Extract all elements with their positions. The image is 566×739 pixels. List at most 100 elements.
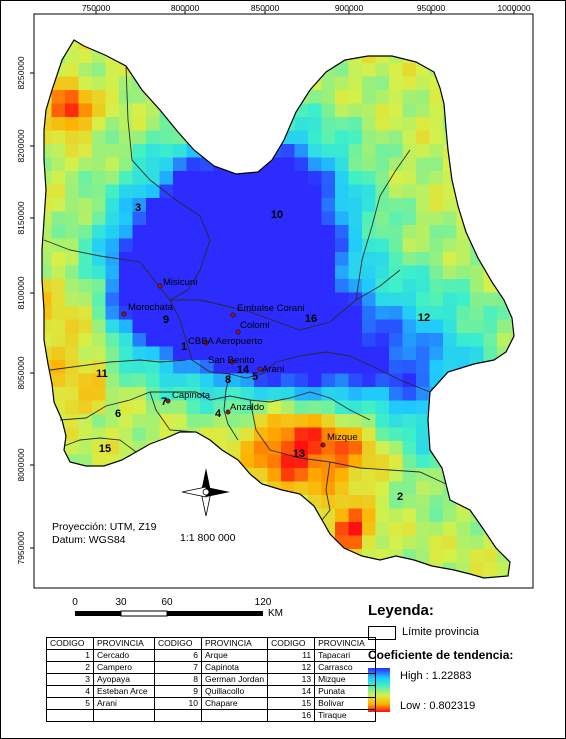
heat-cell bbox=[146, 373, 160, 388]
heat-cell bbox=[213, 373, 228, 388]
heat-cell bbox=[78, 49, 93, 64]
heat-cell bbox=[51, 306, 66, 320]
heat-cell bbox=[173, 414, 187, 428]
scale-segment bbox=[75, 611, 121, 616]
heat-cell bbox=[375, 157, 390, 172]
heat-cell bbox=[65, 400, 79, 415]
x-tick-label: 900000 bbox=[335, 3, 364, 13]
heat-cell bbox=[308, 144, 322, 158]
heat-cell bbox=[213, 238, 228, 253]
heat-cell bbox=[254, 387, 268, 401]
province-boundary bbox=[170, 269, 401, 331]
heat-cell bbox=[240, 171, 255, 185]
heat-cell bbox=[308, 481, 322, 496]
heat-cell bbox=[335, 373, 349, 388]
y-tick-label: 8000000 bbox=[16, 448, 26, 481]
heat-cell bbox=[335, 171, 349, 185]
x-tick-label: 1000000 bbox=[497, 3, 530, 13]
x-tick-label: 850000 bbox=[251, 3, 280, 13]
heat-cell bbox=[119, 238, 133, 253]
heat-cell bbox=[65, 171, 79, 185]
table-cell: 3 bbox=[46, 673, 94, 686]
heat-cell bbox=[159, 373, 174, 388]
heat-cell bbox=[484, 590, 498, 604]
heat-cell bbox=[78, 211, 93, 226]
heat-cell bbox=[92, 265, 106, 280]
heat-cell bbox=[294, 184, 309, 199]
heat-cell bbox=[92, 184, 106, 199]
heat-cell bbox=[375, 144, 390, 158]
heat-cell bbox=[173, 252, 187, 266]
heat-cell bbox=[105, 238, 120, 253]
heat-cell bbox=[389, 319, 403, 334]
heat-cell bbox=[65, 211, 79, 226]
heat-cell bbox=[78, 157, 93, 172]
heat-cell bbox=[227, 211, 241, 226]
heat-cell bbox=[240, 333, 255, 347]
heat-cell bbox=[42, 171, 52, 185]
heat-cell bbox=[267, 400, 282, 415]
heat-cell bbox=[119, 90, 133, 104]
table-header: PROVINCIA bbox=[314, 637, 377, 650]
region-label-12: 12 bbox=[418, 312, 430, 324]
heat-cell bbox=[173, 265, 187, 280]
heat-cell bbox=[51, 292, 66, 307]
heat-cell bbox=[443, 211, 457, 226]
heat-cell bbox=[51, 90, 66, 104]
heat-cell bbox=[227, 441, 241, 455]
heat-cell bbox=[105, 103, 120, 118]
heat-cell bbox=[281, 306, 295, 320]
heat-cell bbox=[200, 306, 214, 320]
heat-cell bbox=[146, 387, 160, 401]
heat-cell bbox=[348, 468, 363, 482]
heat-cell bbox=[362, 454, 376, 469]
table-cell: Bolivar bbox=[314, 697, 377, 710]
heat-cell bbox=[254, 400, 268, 415]
heat-cell bbox=[321, 319, 336, 334]
table-cell: Quillacollo bbox=[200, 685, 269, 698]
heat-cell bbox=[254, 265, 268, 280]
heat-cell bbox=[308, 103, 322, 118]
heat-cell bbox=[173, 319, 187, 334]
table-row: 3 Ayopaya 8 German Jordan 13 Mizque bbox=[46, 673, 377, 686]
heat-cell bbox=[92, 333, 106, 347]
heat-cell bbox=[267, 198, 282, 212]
heat-cell bbox=[119, 387, 133, 401]
heat-cell bbox=[294, 333, 309, 347]
heat-cell bbox=[294, 130, 309, 145]
table-cell: 13 bbox=[267, 673, 316, 686]
heat-cell bbox=[443, 535, 457, 550]
place-marker bbox=[157, 283, 163, 289]
region-label-4: 4 bbox=[215, 408, 222, 420]
heat-cell bbox=[65, 292, 79, 307]
north-arrow-point bbox=[201, 468, 211, 492]
place-label: Embalse Corani bbox=[237, 303, 305, 314]
heat-cell bbox=[416, 103, 430, 118]
scale-segment bbox=[167, 611, 263, 616]
heat-cell bbox=[335, 238, 349, 253]
heat-cell bbox=[51, 346, 66, 361]
heat-cell bbox=[416, 468, 430, 482]
place-marker bbox=[257, 366, 263, 372]
heat-cell bbox=[186, 225, 201, 239]
heat-cell bbox=[362, 400, 376, 415]
heat-cell bbox=[497, 333, 511, 347]
heat-cell bbox=[78, 252, 93, 266]
heat-cell bbox=[159, 198, 174, 212]
heat-cell bbox=[402, 198, 417, 212]
heat-cell bbox=[267, 279, 282, 293]
heat-cell bbox=[213, 306, 228, 320]
heat-cell bbox=[65, 40, 79, 50]
heat-cell bbox=[78, 184, 93, 199]
heat-cell bbox=[281, 292, 295, 307]
heat-cell bbox=[321, 373, 336, 388]
heat-cell bbox=[321, 184, 336, 199]
heat-cell bbox=[443, 292, 457, 307]
heat-cell bbox=[294, 454, 309, 469]
heat-cell bbox=[92, 103, 106, 118]
heat-cell bbox=[78, 171, 93, 185]
heat-cell bbox=[348, 508, 363, 523]
heat-cell bbox=[51, 184, 66, 199]
heat-cell bbox=[240, 441, 255, 455]
